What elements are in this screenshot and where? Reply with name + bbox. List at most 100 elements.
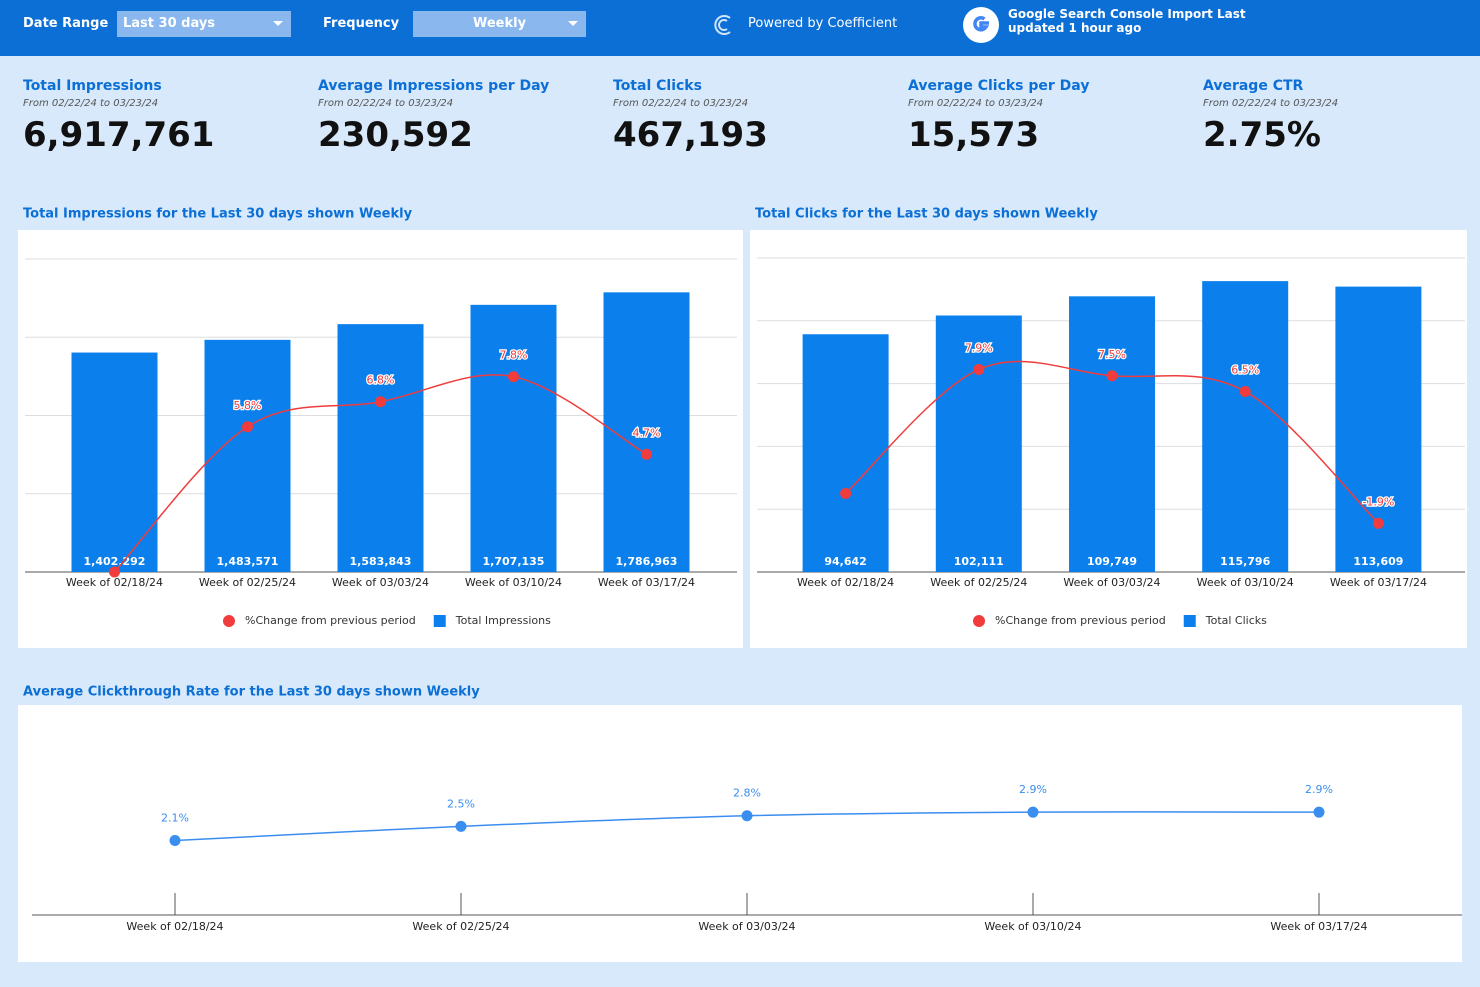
- bar: [1335, 286, 1422, 572]
- legend-marker: [973, 615, 985, 627]
- point-label: 7.9%: [965, 341, 993, 354]
- x-tick-label: Week of 03/17/24: [1270, 920, 1367, 933]
- x-tick-label: Week of 03/10/24: [984, 920, 1081, 933]
- bar: [1202, 281, 1289, 572]
- point-label: -1.9%: [1362, 495, 1394, 508]
- line-point: [508, 371, 519, 383]
- kpi-value: 15,573: [908, 115, 1040, 155]
- legend-marker: [1183, 615, 1196, 627]
- bar: [1069, 296, 1155, 572]
- x-tick-label: Week of 03/03/24: [332, 576, 429, 589]
- kpi-title: Average CTR: [1203, 78, 1304, 94]
- kpi-subtitle: From 02/22/24 to 03/23/24: [1203, 98, 1339, 109]
- kpi-value: 6,917,761: [23, 115, 215, 155]
- date-range-label: Date Range: [23, 16, 109, 31]
- x-tick-label: Week of 02/18/24: [126, 920, 223, 933]
- coefficient-logo: [714, 15, 731, 35]
- line-point: [242, 421, 253, 433]
- bar: [802, 334, 889, 572]
- frequency-select[interactable]: Weekly: [413, 11, 586, 37]
- x-tick-label: Week of 03/10/24: [1197, 576, 1294, 589]
- kpi-subtitle: From 02/22/24 to 03/23/24: [23, 98, 159, 109]
- line-point: [1372, 517, 1384, 529]
- x-tick-label: Week of 03/03/24: [1063, 576, 1160, 589]
- kpi-subtitle: From 02/22/24 to 03/23/24: [613, 98, 749, 109]
- point-label: 7.8%: [500, 349, 528, 362]
- legend-label: Total Impressions: [455, 614, 551, 627]
- date-range-select[interactable]: Last 30 days: [117, 11, 291, 37]
- line-point: [375, 396, 386, 408]
- chart-panel: [18, 705, 1462, 962]
- bar-label: 1,786,963: [616, 555, 678, 568]
- line-point: [641, 448, 652, 460]
- bar-label: 1,583,843: [350, 555, 412, 568]
- point-label: 2.9%: [1019, 783, 1047, 796]
- point-label: 7.5%: [1098, 348, 1126, 361]
- bar: [935, 315, 1022, 572]
- kpi-subtitle: From 02/22/24 to 03/23/24: [908, 98, 1044, 109]
- kpi-title: Average Impressions per Day: [318, 78, 550, 94]
- bar: [337, 324, 424, 572]
- line-point: [741, 810, 753, 822]
- line-point: [1313, 806, 1325, 818]
- chart-title: Average Clickthrough Rate for the Last 3…: [23, 685, 480, 700]
- x-tick-label: Week of 03/17/24: [598, 576, 695, 589]
- kpi-card: Total Impressions From 02/22/24 to 03/23/…: [23, 78, 313, 155]
- bar-label: 113,609: [1353, 555, 1403, 568]
- x-tick-label: Week of 02/18/24: [66, 576, 163, 589]
- line-point: [1027, 806, 1039, 818]
- kpi-value: 2.75%: [1203, 115, 1321, 155]
- x-tick-label: Week of 02/25/24: [412, 920, 509, 933]
- legend-marker: [223, 615, 235, 627]
- chart-title: Total Clicks for the Last 30 days shown …: [755, 207, 1098, 222]
- line-point: [973, 363, 985, 375]
- bar-label: 94,642: [824, 555, 866, 568]
- legend-marker: [433, 615, 446, 627]
- x-tick-label: Week of 03/03/24: [698, 920, 795, 933]
- line-point: [455, 820, 467, 832]
- frequency-label: Frequency: [323, 16, 400, 31]
- kpi-value: 467,193: [613, 115, 768, 155]
- bar: [603, 292, 690, 572]
- kpi-card: Total Clicks From 02/22/24 to 03/23/24 467…: [613, 78, 903, 155]
- bar-label: 109,749: [1087, 555, 1137, 568]
- legend-label: %Change from previous period: [995, 614, 1166, 627]
- kpi-card: Average Clicks per Day From 02/22/24 to 0…: [908, 78, 1198, 155]
- bar: [204, 339, 291, 572]
- point-label: 6.8%: [367, 374, 395, 387]
- line-point: [1106, 370, 1118, 382]
- point-label: 5.8%: [234, 399, 262, 412]
- kpi-title: Average Clicks per Day: [908, 78, 1090, 94]
- kpi-title: Total Impressions: [23, 78, 162, 94]
- line-point: [109, 566, 120, 578]
- bar-label: 1,402,292: [84, 555, 146, 568]
- line-point: [840, 488, 852, 499]
- x-tick-label: Week of 02/25/24: [930, 576, 1027, 589]
- x-tick-label: Week of 03/17/24: [1330, 576, 1427, 589]
- kpi-title: Total Clicks: [613, 78, 702, 94]
- point-label: 4.7%: [633, 426, 661, 439]
- powered-by: Powered by Coefficient: [748, 16, 898, 31]
- point-label: 2.9%: [1305, 783, 1333, 796]
- bar-label: 1,483,571: [217, 555, 279, 568]
- legend-label: Total Clicks: [1205, 614, 1267, 627]
- x-tick-label: Week of 02/18/24: [797, 576, 894, 589]
- legend-label: %Change from previous period: [245, 614, 416, 627]
- kpi-card: Average CTR From 02/22/24 to 03/23/24 2.75…: [1203, 78, 1480, 155]
- kpi-subtitle: From 02/22/24 to 03/23/24: [318, 98, 454, 109]
- header-bar: Date Range Last 30 days Frequency Weekly…: [0, 0, 1480, 56]
- x-tick-label: Week of 03/10/24: [465, 576, 562, 589]
- point-label: 2.5%: [447, 797, 475, 810]
- bar-label: 1,707,135: [483, 555, 545, 568]
- line-point: [1239, 385, 1251, 397]
- kpi-card: Average Impressions per Day From 02/22/24…: [318, 78, 608, 155]
- bar: [71, 352, 158, 572]
- chart-title: Total Impressions for the Last 30 days s…: [23, 207, 413, 222]
- bar: [470, 304, 557, 572]
- bar-label: 102,111: [954, 555, 1004, 568]
- import-status: Google Search Console Import Last update…: [1008, 7, 1246, 35]
- x-tick-label: Week of 02/25/24: [199, 576, 296, 589]
- point-label: 6.5%: [1231, 363, 1259, 376]
